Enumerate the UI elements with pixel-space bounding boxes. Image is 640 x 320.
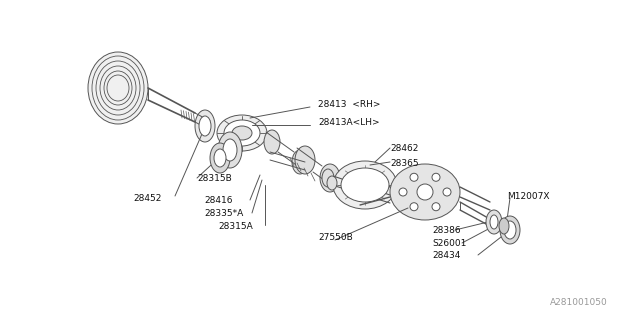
Ellipse shape xyxy=(500,216,520,244)
Ellipse shape xyxy=(264,130,280,154)
Ellipse shape xyxy=(210,143,230,173)
Text: A281001050: A281001050 xyxy=(550,298,608,307)
Ellipse shape xyxy=(333,161,397,209)
Text: 28462: 28462 xyxy=(390,143,419,153)
Ellipse shape xyxy=(490,215,498,229)
Ellipse shape xyxy=(486,210,502,234)
Ellipse shape xyxy=(218,132,242,168)
Text: 28434: 28434 xyxy=(432,252,460,260)
Ellipse shape xyxy=(223,139,237,161)
Ellipse shape xyxy=(217,115,267,151)
Ellipse shape xyxy=(390,164,460,220)
Ellipse shape xyxy=(195,110,215,142)
Circle shape xyxy=(417,184,433,200)
Text: 28335*A: 28335*A xyxy=(204,209,243,218)
Text: M12007X: M12007X xyxy=(507,191,550,201)
Ellipse shape xyxy=(295,146,315,174)
Ellipse shape xyxy=(292,150,308,174)
Circle shape xyxy=(432,203,440,211)
Text: 28413  <RH>: 28413 <RH> xyxy=(318,100,381,108)
Ellipse shape xyxy=(504,221,516,239)
Circle shape xyxy=(410,173,418,181)
Text: 27550B: 27550B xyxy=(318,233,353,242)
Ellipse shape xyxy=(88,52,148,124)
Ellipse shape xyxy=(341,168,389,202)
Text: 28365: 28365 xyxy=(390,158,419,167)
Circle shape xyxy=(432,173,440,181)
Circle shape xyxy=(410,203,418,211)
Circle shape xyxy=(399,188,407,196)
Text: S26001: S26001 xyxy=(432,238,467,247)
Circle shape xyxy=(443,188,451,196)
Text: 28416: 28416 xyxy=(204,196,232,204)
Ellipse shape xyxy=(199,116,211,136)
Ellipse shape xyxy=(499,218,509,234)
Text: 28315B: 28315B xyxy=(197,173,232,182)
Ellipse shape xyxy=(232,126,252,140)
Text: 28452: 28452 xyxy=(134,194,162,203)
Text: 28386: 28386 xyxy=(432,226,461,235)
Ellipse shape xyxy=(224,120,260,146)
Ellipse shape xyxy=(327,176,337,190)
Ellipse shape xyxy=(214,149,226,167)
Ellipse shape xyxy=(322,169,334,187)
Text: 28315A: 28315A xyxy=(218,221,253,230)
Ellipse shape xyxy=(320,164,340,192)
Text: 28413A<LH>: 28413A<LH> xyxy=(318,117,380,126)
